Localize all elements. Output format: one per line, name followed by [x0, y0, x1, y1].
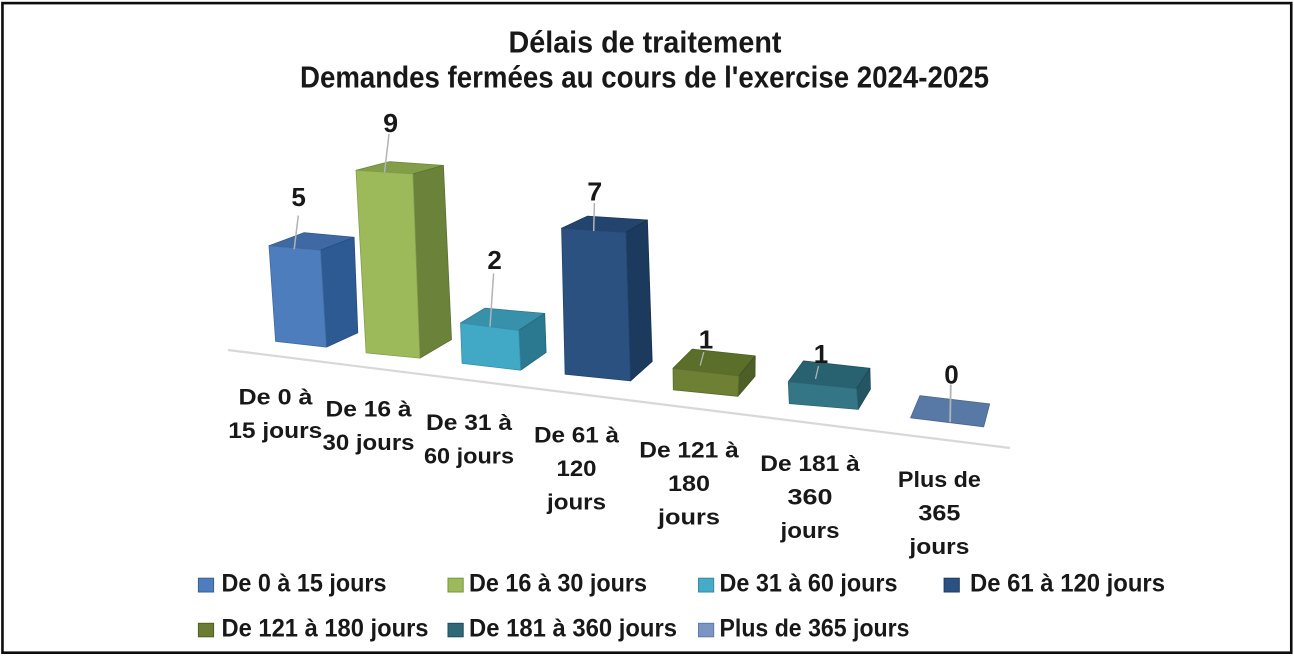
- svg-text:365: 365: [918, 501, 960, 526]
- svg-text:Plus de: Plus de: [898, 467, 981, 492]
- svg-text:De 181 à 360 jours: De 181 à 360 jours: [469, 615, 677, 643]
- svg-text:jours: jours: [657, 504, 720, 529]
- svg-text:De 16 à 30 jours: De 16 à 30 jours: [469, 570, 647, 598]
- svg-text:De 181 à: De 181 à: [760, 451, 860, 476]
- svg-text:De 121 à: De 121 à: [639, 437, 739, 462]
- svg-text:15 jours: 15 jours: [228, 418, 322, 443]
- svg-text:9: 9: [383, 108, 398, 138]
- svg-text:Délais de traitement: Délais de traitement: [509, 25, 782, 60]
- svg-text:360: 360: [788, 485, 833, 510]
- svg-text:7: 7: [587, 176, 602, 206]
- svg-text:5: 5: [291, 182, 305, 212]
- svg-text:jours: jours: [546, 489, 606, 514]
- svg-text:180: 180: [668, 471, 710, 496]
- svg-text:0: 0: [944, 360, 958, 390]
- svg-text:120: 120: [557, 456, 597, 481]
- svg-text:30 jours: 30 jours: [323, 430, 415, 455]
- svg-text:De 16 à: De 16 à: [326, 396, 413, 421]
- svg-text:jours: jours: [908, 534, 969, 559]
- svg-text:Plus de 365 jours: Plus de 365 jours: [720, 615, 910, 643]
- svg-text:De 31 à: De 31 à: [426, 410, 513, 435]
- svg-text:De 121 à 180 jours: De 121 à 180 jours: [222, 615, 429, 643]
- svg-text:Demandes fermées au cours de l: Demandes fermées au cours de l'exercise …: [300, 60, 989, 95]
- svg-text:De 31 à 60 jours: De 31 à 60 jours: [720, 570, 898, 598]
- svg-text:2: 2: [487, 245, 501, 275]
- svg-text:De 0 à: De 0 à: [239, 384, 314, 409]
- svg-text:De 0 à 15 jours: De 0 à 15 jours: [222, 570, 387, 598]
- svg-text:De 61 à 120 jours: De 61 à 120 jours: [970, 570, 1165, 598]
- svg-text:1: 1: [699, 325, 713, 355]
- svg-text:jours: jours: [779, 518, 839, 543]
- svg-text:1: 1: [814, 339, 828, 369]
- svg-text:60 jours: 60 jours: [424, 444, 514, 469]
- svg-text:De 61 à: De 61 à: [534, 422, 620, 447]
